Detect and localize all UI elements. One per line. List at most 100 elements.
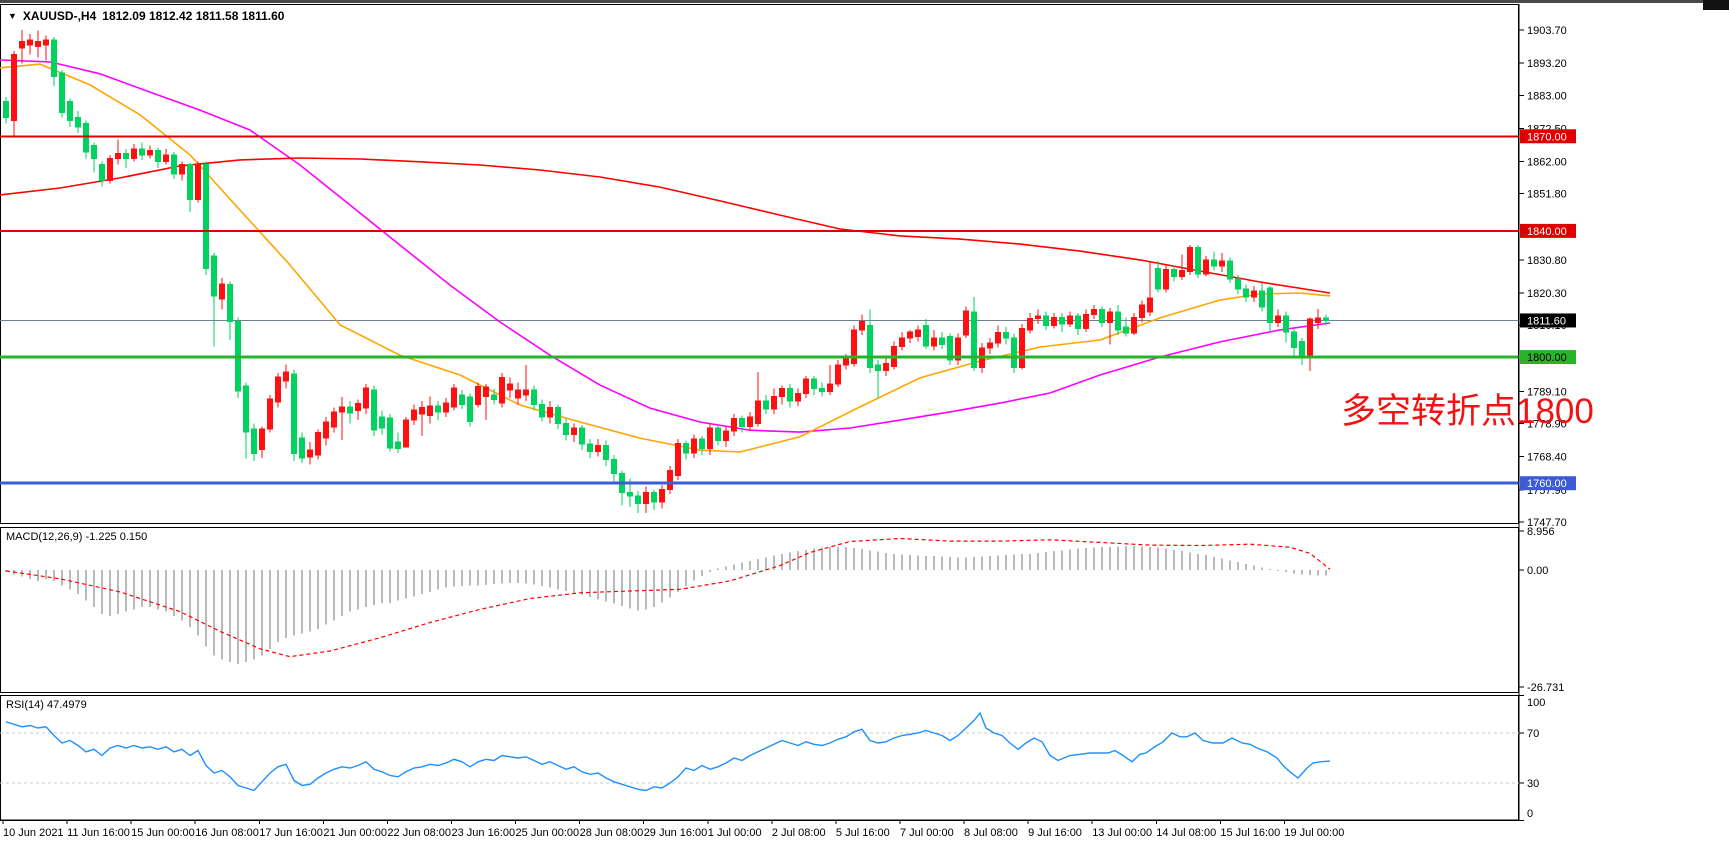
price-axis-label: 1903.70 [1527, 25, 1567, 37]
candle-body [1203, 259, 1209, 275]
candle-body [875, 364, 881, 371]
price-axis-label: 1830.80 [1527, 255, 1567, 267]
ma-slow-red [0, 157, 1331, 294]
candle-body [1003, 331, 1009, 339]
candle-body [811, 378, 817, 390]
candle-body [771, 395, 777, 410]
time-axis-label: 5 Jul 16:00 [836, 827, 890, 839]
time-axis-label: 14 Jul 08:00 [1156, 827, 1216, 839]
candle-body [531, 389, 537, 405]
rsi-indicator-label: RSI(14) 47.4979 [6, 699, 87, 711]
candle-body [1235, 278, 1241, 290]
candle-body [155, 149, 161, 163]
candle-body [3, 101, 9, 118]
candle-body [1243, 288, 1249, 298]
candle-body [363, 387, 369, 409]
candle-body [715, 427, 721, 442]
candle-body [867, 325, 873, 368]
price-axis-label: 1893.20 [1527, 58, 1567, 70]
candle-body [1163, 268, 1169, 290]
candle-body [227, 284, 233, 322]
symbol-period-label: XAUUSD-,H4 [22, 9, 97, 23]
candle-body [691, 438, 697, 454]
time-axis-label: 19 Jul 00:00 [1284, 827, 1344, 839]
time-axis-label: 21 Jun 00:00 [323, 827, 387, 839]
candle-body [243, 385, 249, 433]
price-axis-label: 1747.70 [1527, 517, 1567, 529]
candle-body [251, 428, 257, 455]
candle-body [107, 157, 113, 181]
candle-body [371, 389, 377, 431]
time-axis-label: 25 Jun 00:00 [516, 827, 580, 839]
candle-body [1155, 268, 1161, 290]
candle-body [923, 325, 929, 347]
candle-body [795, 392, 801, 402]
candle-body [747, 416, 753, 427]
candle-body [587, 443, 593, 453]
candle-body [1283, 315, 1289, 333]
candle-body [403, 419, 409, 448]
candle-body [411, 409, 417, 421]
candle-body [163, 154, 169, 163]
price-badge-label: 1840.00 [1527, 226, 1567, 238]
candle-body [1011, 337, 1017, 368]
window-corner-box [1703, 0, 1729, 10]
candle-body [1123, 326, 1129, 334]
candle-body [819, 388, 825, 393]
candle-body [219, 283, 225, 300]
symbol-dropdown-icon[interactable]: ▼ [8, 11, 17, 21]
rsi-axis-label: 30 [1527, 778, 1539, 790]
candle-body [627, 492, 633, 497]
chart-title: ▼ XAUUSD-,H4 1812.09 1812.42 1811.58 181… [8, 9, 284, 23]
candle-body [467, 396, 473, 423]
candle-body [267, 398, 273, 430]
candle-body [731, 418, 737, 432]
candle-body [19, 41, 25, 49]
candle-body [1075, 315, 1081, 330]
candle-body [75, 116, 81, 128]
candle-body [1291, 331, 1297, 349]
rsi-name: RSI(14) [6, 699, 44, 711]
candle-body [987, 342, 993, 349]
candle-body [571, 427, 577, 435]
candle-body [1179, 269, 1185, 278]
rsi-value: 47.4979 [46, 699, 87, 711]
rsi-axis-label: 70 [1527, 728, 1539, 740]
candle-body [835, 364, 841, 385]
chart-text-annotation[interactable]: 多空转折点1800 [1341, 392, 1594, 431]
candle-body [1131, 317, 1137, 334]
candle-body [451, 387, 457, 408]
candle-body [299, 437, 305, 459]
candle-body [1051, 317, 1057, 327]
candle-body [131, 148, 137, 159]
candle-body [83, 123, 89, 153]
candle-body [603, 444, 609, 461]
candle-body [939, 337, 945, 345]
candle-body [1211, 259, 1217, 267]
ma-mid-magenta [0, 59, 1331, 433]
time-axis-label: 10 Jun 2021 [3, 827, 64, 839]
candle-body [675, 442, 681, 476]
candle-body [651, 492, 657, 503]
candle-body [915, 329, 921, 338]
candle-body [523, 389, 529, 396]
rsi-axis-label: 100 [1527, 697, 1545, 709]
window-top-strip [0, 0, 1729, 3]
candle-body [203, 164, 209, 270]
ohlc-values: 1812.09 1812.42 1811.58 1811.60 [102, 9, 285, 23]
time-axis-label: 22 Jun 08:00 [387, 827, 451, 839]
time-axis-label: 17 Jun 16:00 [259, 827, 323, 839]
candle-body [1251, 290, 1257, 298]
time-axis-label: 7 Jul 00:00 [900, 827, 954, 839]
macd-axis-label: -26.731 [1527, 682, 1564, 694]
candle-body [827, 383, 833, 393]
candle-body [27, 39, 33, 46]
candle-body [1043, 315, 1049, 327]
candle-body [595, 444, 601, 453]
candle-body [539, 403, 545, 418]
price-axis-label: 1778.90 [1527, 419, 1567, 431]
candle-body [483, 386, 489, 397]
candle-body [803, 378, 809, 394]
